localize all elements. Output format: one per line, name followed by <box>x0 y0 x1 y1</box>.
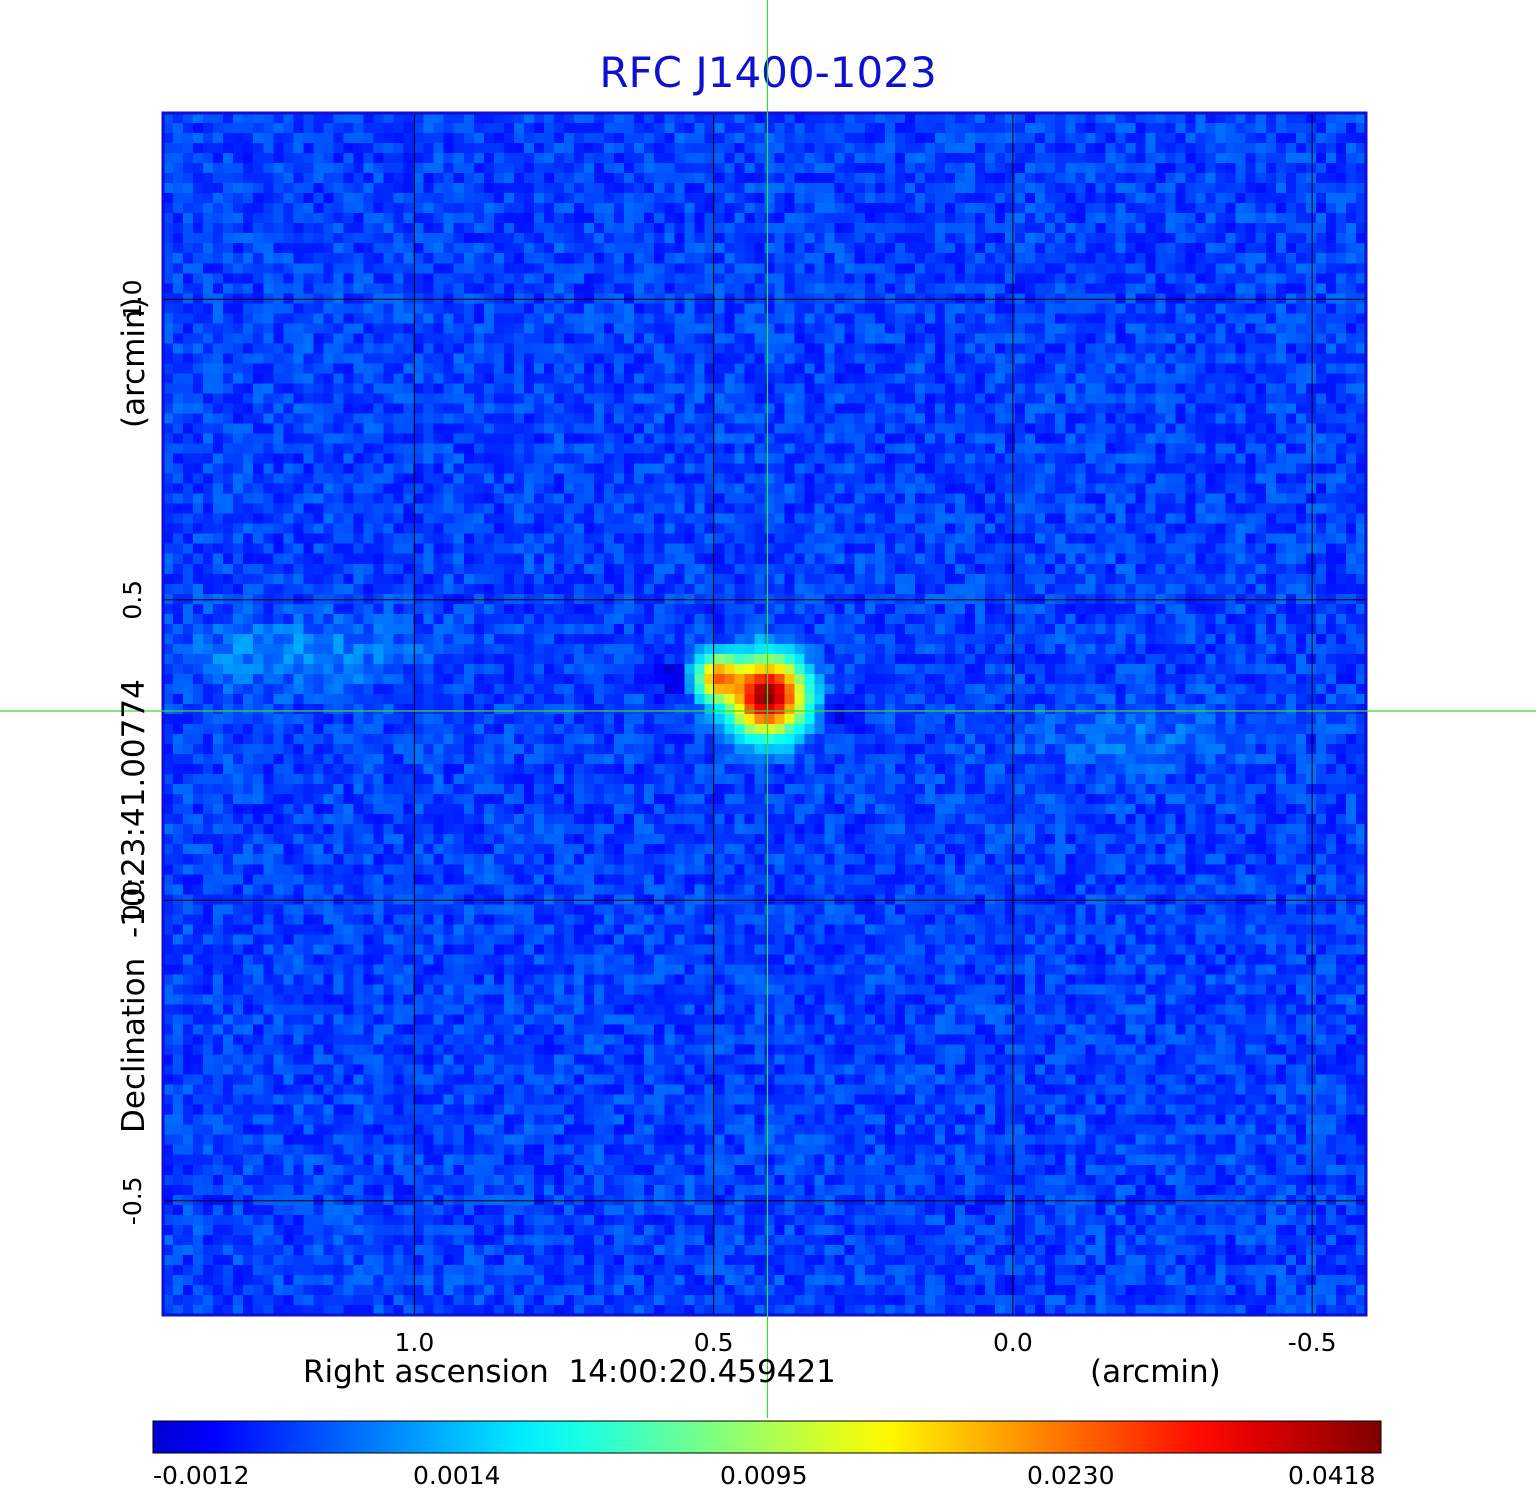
x-tick-label: 1.0 <box>394 1328 434 1357</box>
y-tick-label: 1.0 <box>118 279 147 319</box>
y-tick-label: 0.5 <box>118 580 147 620</box>
x-tick-label: 0.5 <box>694 1328 734 1357</box>
x-tick-label: -0.5 <box>1288 1328 1337 1357</box>
x-axis-label: Right ascension 14:00:20.459421 <box>303 1354 836 1390</box>
colorbar-tick-label: 0.0014 <box>413 1461 501 1490</box>
heatmap-image <box>163 113 1366 1315</box>
x-tick-label: 0.0 <box>993 1328 1033 1357</box>
y-axis-unit: (arcmin) <box>116 297 152 428</box>
colorbar-tick-label: 0.0230 <box>1027 1461 1115 1490</box>
plot-frame <box>161 111 1368 1317</box>
y-tick-label: 0.0 <box>118 880 147 920</box>
colorbar-tick-label: 0.0418 <box>1288 1461 1376 1490</box>
y-axis-label: Declination -10:23:41.00774 <box>116 679 152 1133</box>
x-axis-unit: (arcmin) <box>1090 1354 1221 1390</box>
colorbar <box>152 1420 1382 1454</box>
y-tick-label: -0.5 <box>118 1176 147 1225</box>
colorbar-tick-label: 0.0095 <box>720 1461 808 1490</box>
colorbar-tick-label: -0.0012 <box>153 1461 250 1490</box>
